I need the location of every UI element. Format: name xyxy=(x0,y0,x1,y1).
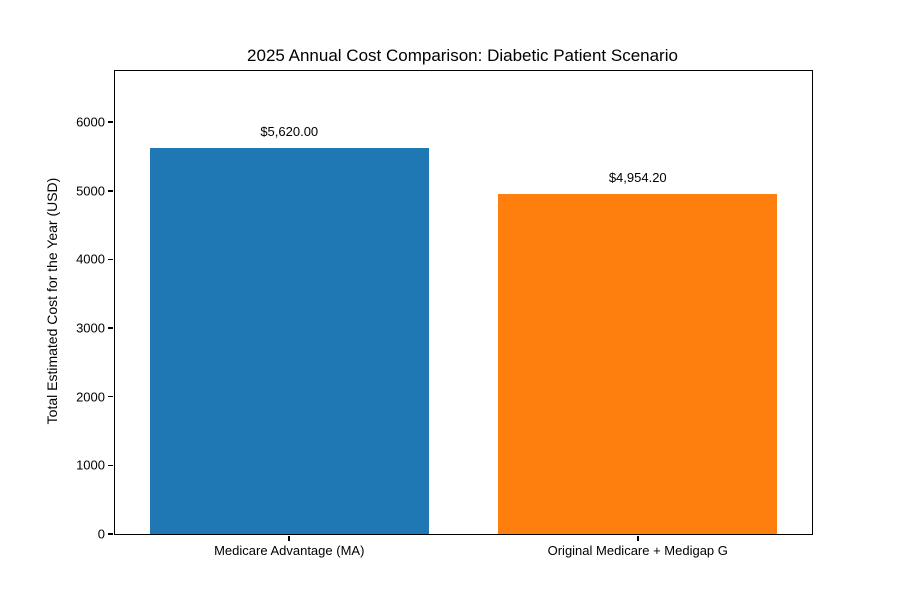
bar-original-medicare-medigap-g xyxy=(498,193,778,534)
y-tick-label: 5000 xyxy=(76,183,105,199)
x-tick-mark xyxy=(636,535,639,541)
y-axis-label: Total Estimated Cost for the Year (USD) xyxy=(44,177,60,425)
bar-value-label: $5,620.00 xyxy=(260,124,319,140)
bar-medicare-advantage-ma xyxy=(149,148,429,534)
y-tick-label: 4000 xyxy=(76,251,105,267)
x-tick-label: Original Medicare + Medigap G xyxy=(547,543,728,558)
y-tick-mark xyxy=(108,533,114,535)
y-tick-mark xyxy=(108,121,114,123)
y-tick-mark xyxy=(108,327,114,329)
bar-value-label: $4,954.20 xyxy=(608,169,667,185)
y-tick-mark xyxy=(108,258,114,261)
x-tick-mark xyxy=(288,535,291,541)
y-tick-label: 1000 xyxy=(76,457,105,473)
y-tick-label: 3000 xyxy=(76,320,105,336)
plot-area: 0 1000 2000 3000 4000 5000 6000 $5,620.00 Medica… xyxy=(76,70,813,558)
x-tick-label: Medicare Advantage (MA) xyxy=(214,543,365,558)
y-tick-label: 2000 xyxy=(76,389,105,405)
y-tick-label: 0 xyxy=(97,526,105,542)
y-tick-mark xyxy=(108,189,114,192)
y-tick-mark xyxy=(108,395,114,398)
y-tick-mark xyxy=(108,464,114,467)
y-tick-label: 6000 xyxy=(76,114,105,130)
chart-title: 2025 Annual Cost Comparison: Diabetic Pa… xyxy=(247,46,678,65)
